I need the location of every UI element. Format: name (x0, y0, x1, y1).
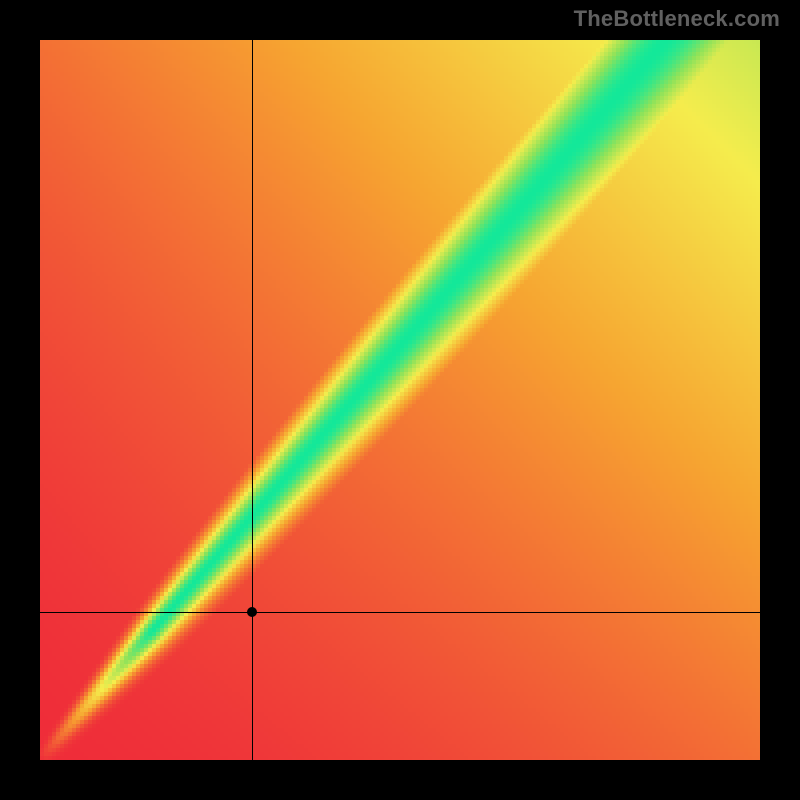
crosshair-dot (247, 607, 257, 617)
watermark-text: TheBottleneck.com (574, 6, 780, 32)
crosshair-vertical (252, 40, 253, 760)
figure-container: TheBottleneck.com (0, 0, 800, 800)
heatmap-canvas (40, 40, 760, 760)
heatmap-plot (40, 40, 760, 760)
crosshair-horizontal (40, 612, 760, 613)
